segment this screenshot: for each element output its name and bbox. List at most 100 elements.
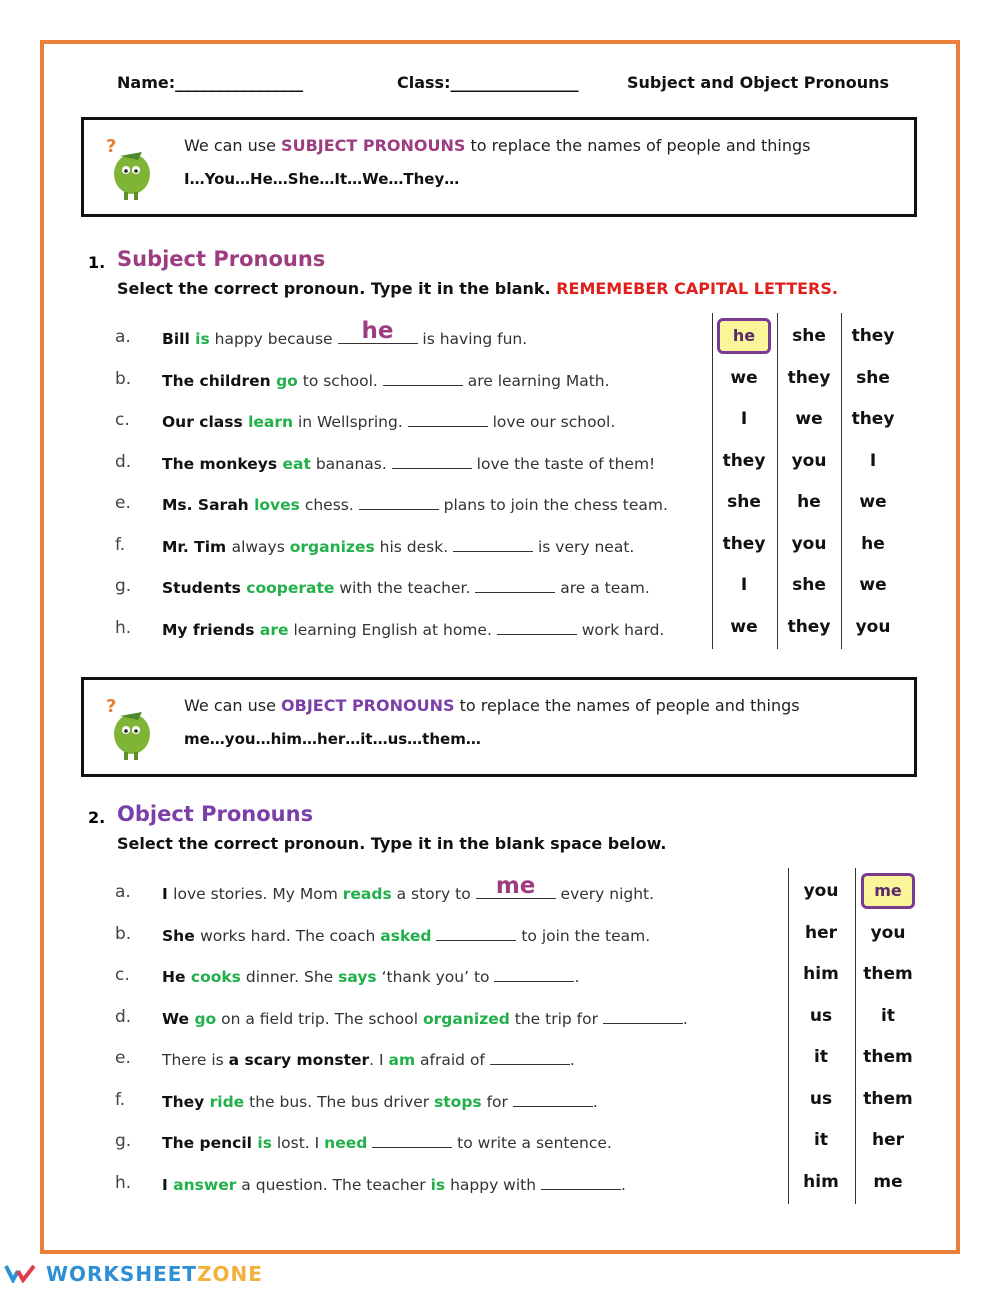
pronoun-option[interactable]: she [792,575,826,595]
verb-highlight: reads [342,885,392,903]
subject-text: Mr. Tim [162,537,232,556]
answer-blank[interactable] [512,1092,593,1107]
answer-blank[interactable]: he [337,318,418,344]
answer-blank[interactable]: me [475,873,556,899]
section-number: 1. [88,253,106,272]
answer-blank[interactable] [602,1009,683,1024]
pronoun-option[interactable]: he [861,533,885,554]
object-pronoun-info-box: ? We can use OBJECT PRONOUNS to replace … [81,677,917,777]
class-field[interactable]: Class:________________ [397,73,579,92]
verb-highlight: stops [434,1092,482,1111]
pronoun-option[interactable]: we [859,492,887,512]
question-letter: e. [115,493,131,513]
sentence-text: are learning Math. [462,371,610,390]
section-title: Subject Pronouns [117,247,326,271]
answer-blank[interactable] [382,371,463,386]
pronoun-option[interactable]: him [803,964,839,984]
pronoun-option[interactable]: she [792,326,826,346]
typed-answer: me [495,873,536,899]
pronoun-option[interactable]: you [870,922,906,943]
pronoun-option[interactable]: he [797,492,821,512]
question-letter: c. [115,965,130,985]
pronoun-option[interactable]: you [791,533,827,554]
question-letter: e. [115,1048,131,1068]
sentence-text: to write a sentence. [452,1134,612,1152]
pronoun-option[interactable]: it [814,1130,828,1150]
pronoun-option[interactable]: she [856,367,890,388]
pronoun-option[interactable]: them [863,964,913,984]
verb-highlight: answer [173,1175,237,1194]
pronoun-option[interactable]: us [809,1005,833,1026]
pronoun-option[interactable]: it [814,1047,828,1067]
verb-highlight: is [257,1134,272,1152]
pronoun-option[interactable]: you [803,881,839,901]
selected-option[interactable]: me [861,873,915,909]
pronoun-option[interactable]: they [787,616,831,637]
pronoun-option[interactable]: we [730,367,758,388]
subject-text: monkeys [199,454,283,473]
sentence-text: a story to [391,885,476,903]
sentence-text: . [569,1051,575,1069]
pronoun-option[interactable]: me [873,1171,903,1192]
question-sentence: Ms. Sarah loves chess. plans to join the… [162,495,668,514]
question-letter: b. [115,923,132,944]
pronoun-option[interactable]: they [787,367,831,388]
sentence-text: chess. [299,496,359,514]
pronoun-option[interactable]: I [740,575,748,595]
sentence-text: a question. The teacher [236,1175,431,1194]
pronoun-option[interactable]: we [859,575,887,595]
name-field[interactable]: Name:________________ [117,73,304,92]
verb-highlight: learn [248,413,294,431]
verb-highlight: cooks [190,968,241,986]
answer-blank[interactable] [453,537,534,552]
answer-blank[interactable] [436,926,517,941]
answer-blank[interactable] [494,967,575,982]
pronoun-option[interactable]: we [795,409,823,429]
pronoun-option[interactable]: her [804,922,838,943]
pronoun-option[interactable]: her [871,1130,905,1150]
pronoun-option[interactable]: them [863,1088,913,1109]
pronoun-option[interactable]: you [855,616,891,637]
pronoun-option[interactable]: we [730,616,758,637]
pronoun-option[interactable]: it [881,1005,895,1026]
pronoun-option[interactable]: they [722,533,766,554]
pronoun-option[interactable]: she [727,492,761,512]
verb-highlight: says [338,968,377,986]
sentence-text: learning English at home. [288,620,497,639]
pronoun-option[interactable]: them [863,1047,913,1067]
question-letter: d. [115,451,132,472]
question-sentence: He cooks dinner. She says ‘thank you’ to… [162,967,579,986]
subject-text: We [162,1009,195,1028]
answer-blank[interactable] [496,620,577,635]
pronoun-option[interactable]: him [803,1171,839,1192]
pronoun-option[interactable]: you [791,450,827,471]
verb-highlight: cooperate [246,579,335,597]
pronoun-option[interactable]: they [722,450,766,471]
answer-blank[interactable] [407,412,488,427]
sentence-text: the trip for [509,1009,603,1028]
subject-text: My friends [162,620,260,639]
verb-highlight: eat [282,454,311,473]
sentence-text: dinner. She [240,968,339,986]
verb-highlight: go [194,1009,217,1028]
verb-highlight: organizes [289,537,375,556]
pronoun-option[interactable]: I [869,450,877,471]
answer-blank[interactable] [475,578,556,593]
answer-blank[interactable] [391,454,472,469]
pronoun-option[interactable]: they [851,409,895,429]
pronoun-option[interactable]: us [809,1088,833,1109]
answer-blank[interactable] [541,1175,621,1190]
info-text: We can use OBJECT PRONOUNS to replace th… [184,696,800,715]
selected-option[interactable]: he [717,318,771,354]
option-column-divider [788,868,789,1204]
answer-blank[interactable] [372,1133,453,1148]
pronoun-option[interactable]: they [851,326,895,346]
answer-blank[interactable] [358,495,439,510]
subject-text: He [162,968,191,986]
option-column-divider [777,313,778,649]
answer-blank[interactable] [489,1050,570,1065]
pronoun-option[interactable]: I [740,409,748,429]
sentence-text: love our school. [487,413,616,431]
verb-highlight: ride [209,1092,245,1111]
subject-text: Our class [162,413,249,431]
